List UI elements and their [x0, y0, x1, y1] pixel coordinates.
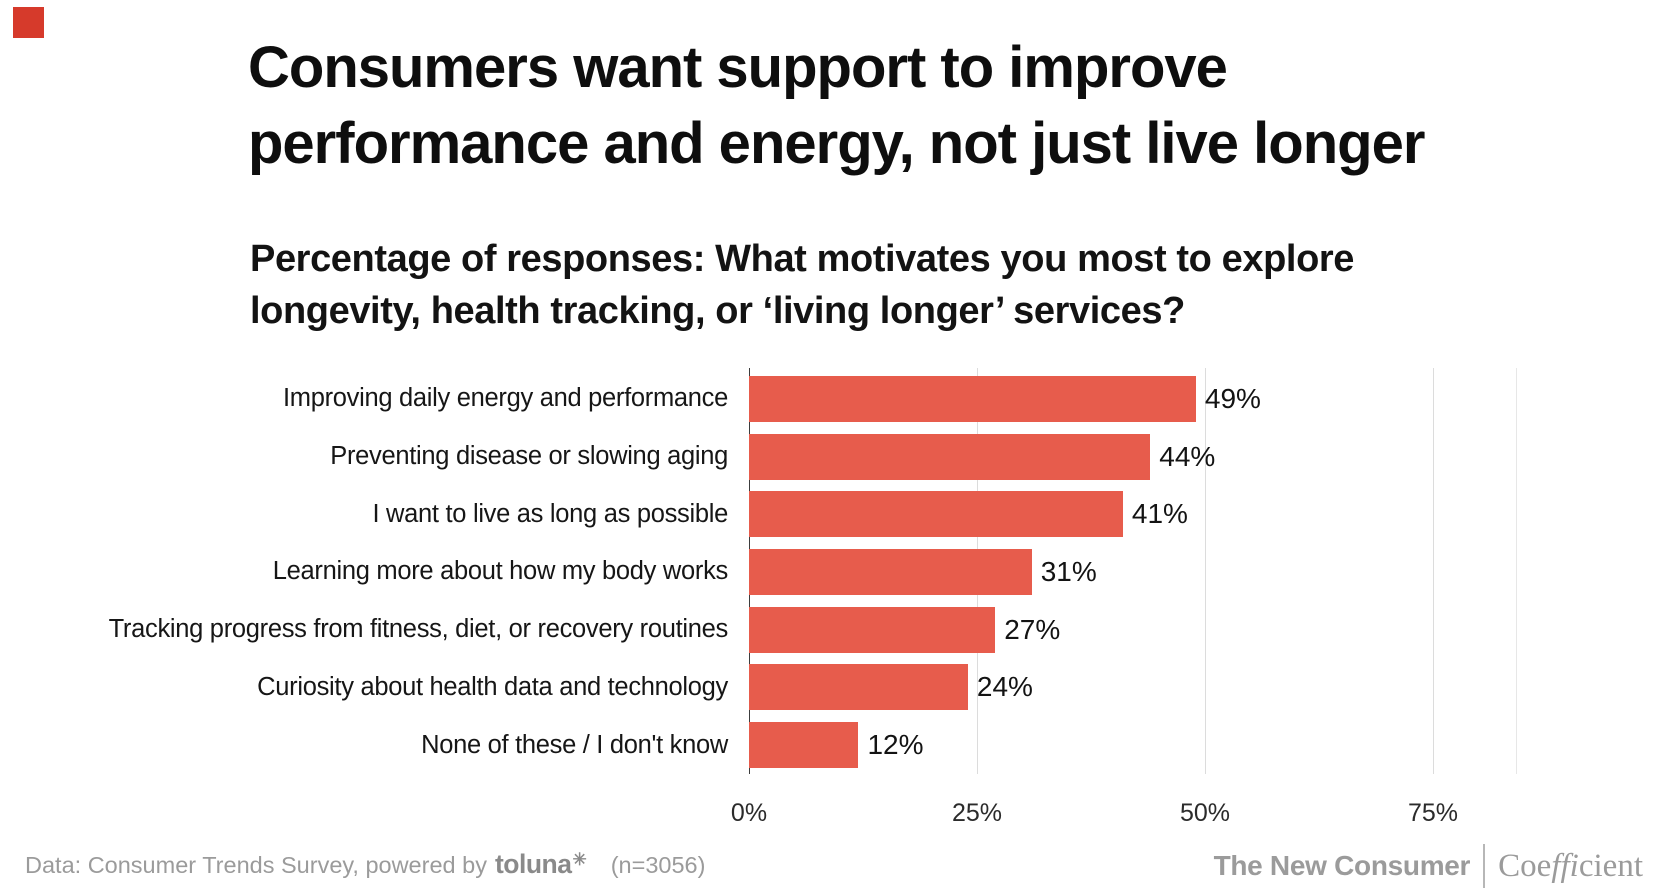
- category-label: Improving daily energy and performance: [282, 384, 728, 413]
- bar: [749, 664, 968, 711]
- chart-subtitle: Percentage of responses: What motivates …: [250, 233, 1354, 337]
- coefficient-logo: Coefficient: [1498, 847, 1643, 884]
- gridline-50%: [1205, 368, 1206, 774]
- chart-title-line1: Consumers want support to improve: [248, 35, 1228, 100]
- gridline-75%: [1433, 368, 1434, 774]
- value-label: 41%: [1131, 498, 1188, 530]
- value-label: 49%: [1204, 382, 1261, 414]
- x-axis-tick-label: 75%: [1407, 799, 1459, 827]
- sample-size: (n=3056): [610, 852, 706, 878]
- category-label: I want to live as long as possible: [372, 499, 728, 528]
- brand-logo-square: [13, 7, 44, 38]
- x-axis-tick-label: 25%: [951, 799, 1003, 827]
- value-label: 44%: [1159, 440, 1216, 472]
- bar: [749, 722, 859, 769]
- chart-title: Consumers want support to improve perfor…: [248, 30, 1425, 182]
- bar: [749, 375, 1196, 422]
- category-label: Tracking progress from fitness, diet, or…: [108, 615, 729, 644]
- category-label: Preventing disease or slowing aging: [330, 442, 728, 471]
- bar: [749, 433, 1151, 480]
- plot-right-edge: [1516, 368, 1517, 774]
- publisher-logos: The New Consumer Coefficient: [1214, 843, 1643, 889]
- category-label: Learning more about how my body works: [272, 557, 729, 586]
- value-label: 12%: [867, 729, 924, 761]
- bar: [749, 548, 1032, 595]
- category-label: Curiosity about health data and technolo…: [257, 672, 728, 701]
- x-axis-tick-label: 0%: [730, 799, 768, 827]
- source-text: Data: Consumer Trends Survey, powered by: [25, 852, 487, 878]
- toluna-star-icon: ✳: [572, 850, 587, 869]
- value-label: 24%: [976, 671, 1033, 703]
- x-axis-tick-label: 50%: [1179, 799, 1231, 827]
- value-label: 27%: [1004, 613, 1061, 645]
- the-new-consumer-logo: The New Consumer: [1213, 850, 1471, 881]
- chart-subtitle-line1: Percentage of responses: What motivates …: [250, 238, 1355, 280]
- bar: [749, 606, 996, 653]
- toluna-logo: toluna: [494, 849, 572, 879]
- source-note: Data: Consumer Trends Survey, powered by…: [25, 849, 705, 880]
- category-label: None of these / I don't know: [421, 730, 728, 759]
- value-label: 31%: [1040, 555, 1097, 587]
- logo-divider: [1483, 844, 1486, 888]
- chart-title-line2: performance and energy, not just live lo…: [248, 111, 1425, 176]
- chart-subtitle-line2: longevity, health tracking, or ‘living l…: [250, 290, 1185, 332]
- bar: [749, 491, 1123, 538]
